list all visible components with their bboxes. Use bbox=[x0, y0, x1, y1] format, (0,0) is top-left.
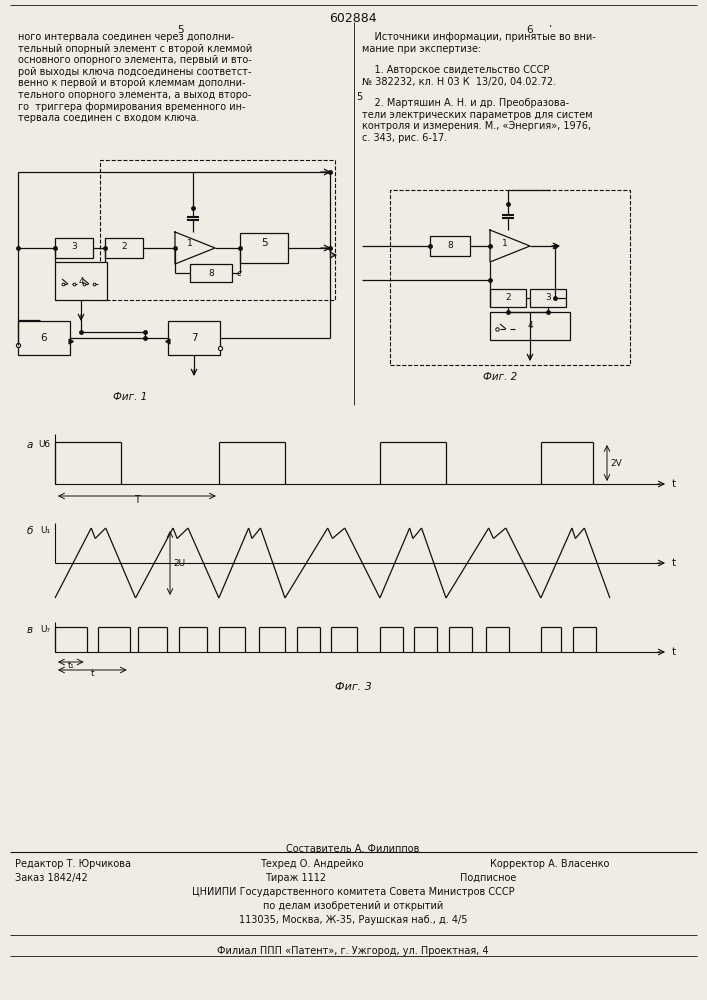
Text: Фиг. 2: Фиг. 2 bbox=[483, 372, 517, 382]
Text: Заказ 1842/42: Заказ 1842/42 bbox=[15, 873, 88, 883]
Bar bbox=[530, 289, 566, 307]
Text: t: t bbox=[90, 669, 94, 678]
Bar bbox=[18, 321, 70, 355]
Text: Источники информации, принятые во вни-
мание при экспертизе:: Источники информации, принятые во вни- м… bbox=[362, 32, 596, 54]
Text: ’: ’ bbox=[548, 25, 551, 35]
Text: Составитель А. Филиппов: Составитель А. Филиппов bbox=[286, 844, 420, 854]
Text: 3: 3 bbox=[71, 242, 77, 251]
Bar bbox=[390, 190, 630, 365]
Bar bbox=[55, 238, 93, 258]
Text: ЦНИИПИ Государственного комитета Совета Министров СССР: ЦНИИПИ Государственного комитета Совета … bbox=[192, 887, 514, 897]
Text: 6: 6 bbox=[527, 25, 533, 35]
Text: б: б bbox=[27, 526, 33, 536]
Text: Подписное: Подписное bbox=[460, 873, 516, 883]
Text: Тираж 1112: Тираж 1112 bbox=[265, 873, 326, 883]
Text: t: t bbox=[672, 479, 676, 489]
Text: 5: 5 bbox=[261, 238, 267, 248]
Text: 2. Мартяшин А. Н. и др. Преобразова-
тели электрических параметров для систем
ко: 2. Мартяшин А. Н. и др. Преобразова- тел… bbox=[362, 98, 592, 143]
Text: 8: 8 bbox=[208, 268, 214, 277]
Text: 602884: 602884 bbox=[329, 12, 377, 25]
Text: 5: 5 bbox=[356, 92, 362, 102]
Text: 3: 3 bbox=[545, 294, 551, 302]
Text: 2U: 2U bbox=[173, 558, 185, 568]
Text: 8: 8 bbox=[447, 241, 453, 250]
Text: t: t bbox=[672, 647, 676, 657]
Text: U₇: U₇ bbox=[40, 625, 50, 634]
Text: 2: 2 bbox=[121, 242, 127, 251]
Text: U₁: U₁ bbox=[40, 526, 50, 535]
Text: 1: 1 bbox=[187, 239, 193, 248]
Text: Филиал ППП «Патент», г. Ужгород, ул. Проектная, 4: Филиал ППП «Патент», г. Ужгород, ул. Про… bbox=[217, 946, 489, 956]
Text: Фиг. 1: Фиг. 1 bbox=[113, 392, 147, 402]
Text: в: в bbox=[27, 625, 33, 635]
Text: Фиг. 3: Фиг. 3 bbox=[334, 682, 371, 692]
Text: Uб: Uб bbox=[38, 440, 50, 449]
Text: 4: 4 bbox=[78, 276, 84, 286]
Text: a: a bbox=[27, 440, 33, 450]
Bar bbox=[490, 312, 570, 340]
Text: Корректор А. Власенко: Корректор А. Власенко bbox=[490, 859, 609, 869]
Bar bbox=[168, 321, 220, 355]
Text: 1: 1 bbox=[502, 238, 508, 247]
Text: 7: 7 bbox=[191, 333, 197, 343]
Text: 2: 2 bbox=[506, 294, 511, 302]
Text: 113035, Москва, Ж-35, Раушская наб., д. 4/5: 113035, Москва, Ж-35, Раушская наб., д. … bbox=[239, 915, 467, 925]
Bar bbox=[55, 262, 107, 300]
Bar bbox=[190, 264, 232, 282]
Text: 5: 5 bbox=[177, 25, 183, 35]
Text: t₁: t₁ bbox=[67, 661, 74, 670]
Text: Техред О. Андрейко: Техред О. Андрейко bbox=[260, 859, 363, 869]
Bar bbox=[100, 160, 335, 300]
Text: по делам изобретений и открытий: по делам изобретений и открытий bbox=[263, 901, 443, 911]
Text: t: t bbox=[672, 558, 676, 568]
Text: 4: 4 bbox=[527, 322, 533, 330]
Bar bbox=[105, 238, 143, 258]
Bar bbox=[430, 236, 470, 256]
Text: Редактор Т. Юрчикова: Редактор Т. Юрчикова bbox=[15, 859, 131, 869]
Text: 2V: 2V bbox=[610, 458, 621, 468]
Bar bbox=[490, 289, 526, 307]
Bar bbox=[240, 233, 288, 263]
Text: 1. Авторское свидетельство СССР
№ 382232, кл. Н 03 К  13/20, 04.02.72.: 1. Авторское свидетельство СССР № 382232… bbox=[362, 65, 556, 87]
Text: 6: 6 bbox=[41, 333, 47, 343]
Text: ного интервала соединен через дополни-
тельный опорный элемент с второй клеммой
: ного интервала соединен через дополни- т… bbox=[18, 32, 252, 123]
Text: T: T bbox=[134, 495, 140, 505]
Text: c: c bbox=[237, 268, 242, 277]
